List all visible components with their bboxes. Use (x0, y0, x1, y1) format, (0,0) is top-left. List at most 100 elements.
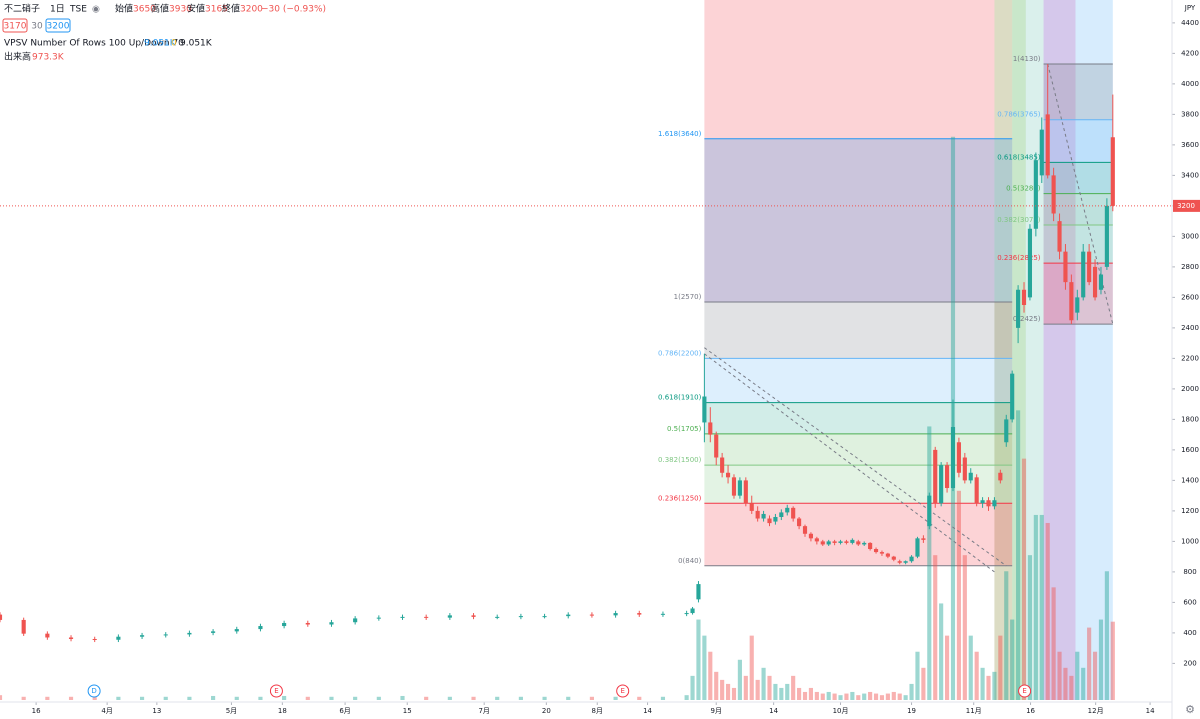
candle-body (116, 636, 121, 640)
candle-body (868, 542, 873, 550)
volume-bar (844, 693, 849, 700)
volume-bar (1104, 571, 1109, 700)
fib-label: 0.236(1250) (658, 494, 702, 502)
volume-bar (986, 675, 991, 700)
volume-bar (767, 675, 772, 700)
x-tick-label: 16 (32, 707, 41, 715)
interval: 1日 (50, 4, 65, 15)
volume-bar (702, 635, 707, 700)
time-zone (1075, 0, 1113, 700)
volume-bar (495, 696, 500, 700)
candle-body (820, 541, 825, 545)
volume-bar (92, 696, 97, 700)
candle-body (832, 541, 837, 543)
volume-bar (779, 687, 784, 700)
trend-line (704, 347, 1007, 567)
candle-body (714, 434, 719, 458)
x-tick-label: 16 (1026, 707, 1035, 715)
y-tick-label: 3600 (1181, 141, 1199, 149)
candle-body (1033, 160, 1038, 229)
candle-body (21, 619, 26, 634)
candle-body (613, 613, 618, 616)
candle-body (660, 613, 666, 615)
vpsv-up: 9.051K (144, 39, 177, 49)
volume-bar (962, 555, 967, 700)
visibility-icon[interactable]: ◉ (92, 5, 100, 15)
volume-bar (832, 693, 837, 700)
fib-label: 0(840) (678, 557, 702, 565)
volume-bar (163, 696, 168, 700)
fib-label: 0.236(2825) (997, 254, 1041, 262)
x-tick-label: 6月 (339, 707, 350, 715)
volume-bar (329, 696, 334, 700)
candle-body (163, 634, 168, 636)
volume-bar (376, 696, 381, 700)
ask-box[interactable] (45, 18, 71, 33)
candle-body (690, 608, 695, 614)
candle-body (400, 616, 405, 618)
candle-body (779, 512, 784, 517)
bid-box[interactable] (2, 18, 28, 33)
fib-label: 0.382(1500) (658, 456, 702, 464)
candle-body (684, 613, 689, 615)
volume-bar (1033, 514, 1038, 700)
candle-body (814, 538, 819, 542)
volume-bar (1016, 410, 1021, 700)
volume-bar (660, 696, 666, 700)
y-tick-label: 1200 (1181, 507, 1199, 515)
candle-body (826, 541, 831, 545)
candle-body (376, 617, 381, 619)
bid: 3170 (4, 22, 27, 32)
volume-bar (998, 635, 1003, 700)
candle-body (903, 561, 908, 563)
y-tick-label: 400 (1183, 629, 1196, 637)
candle-body (1010, 373, 1015, 420)
candle-body (1063, 251, 1068, 283)
x-tick-label: 10月 (833, 707, 849, 715)
settings-icon[interactable]: ⚙ (1185, 703, 1195, 716)
x-tick-label: 14 (643, 707, 652, 715)
candle-body (566, 614, 571, 617)
y-tick-label: 3400 (1181, 171, 1199, 179)
y-tick-label: 1600 (1181, 446, 1199, 454)
y-tick-label: 4000 (1181, 80, 1199, 88)
x-tick-label: 7月 (478, 707, 489, 715)
volume-bar (1021, 458, 1027, 700)
volume-bar (471, 696, 476, 700)
fib-band (1043, 224, 1113, 264)
candle-body (968, 472, 973, 481)
x-tick-label: 5月 (226, 707, 237, 715)
candle-body (838, 541, 843, 543)
candle-body (720, 457, 725, 473)
candle-body (731, 477, 737, 496)
candle-body (1098, 274, 1104, 290)
time-zone (1025, 0, 1044, 700)
volume-bar (826, 691, 831, 700)
fib-label: 1(4130) (1013, 55, 1041, 63)
volume-bar (897, 693, 902, 700)
event-label: E (1022, 687, 1026, 695)
candle-body (471, 615, 476, 617)
fib-label: 0.5(3280) (1006, 185, 1041, 193)
volume-bar (424, 696, 429, 700)
candle-body (0, 614, 3, 620)
x-tick-label: 15 (403, 707, 412, 715)
volume-bar (980, 667, 985, 700)
candle-body (68, 637, 74, 639)
x-tick-label: 12月 (1088, 707, 1104, 715)
volume-bar (0, 695, 3, 700)
candle-body (1027, 228, 1033, 298)
volume-bar (1051, 587, 1056, 700)
volume-bar (1075, 651, 1080, 700)
volume-bar (791, 675, 796, 700)
volume-bar (974, 651, 979, 700)
candle-body (92, 638, 97, 640)
y-tick-label: 3000 (1181, 232, 1199, 240)
price-tag (1173, 199, 1200, 212)
volume-bar (68, 696, 74, 700)
candle-body (139, 635, 145, 637)
volume-bar (1045, 522, 1050, 700)
volume-bar (737, 659, 742, 700)
volume-bar (915, 651, 920, 700)
